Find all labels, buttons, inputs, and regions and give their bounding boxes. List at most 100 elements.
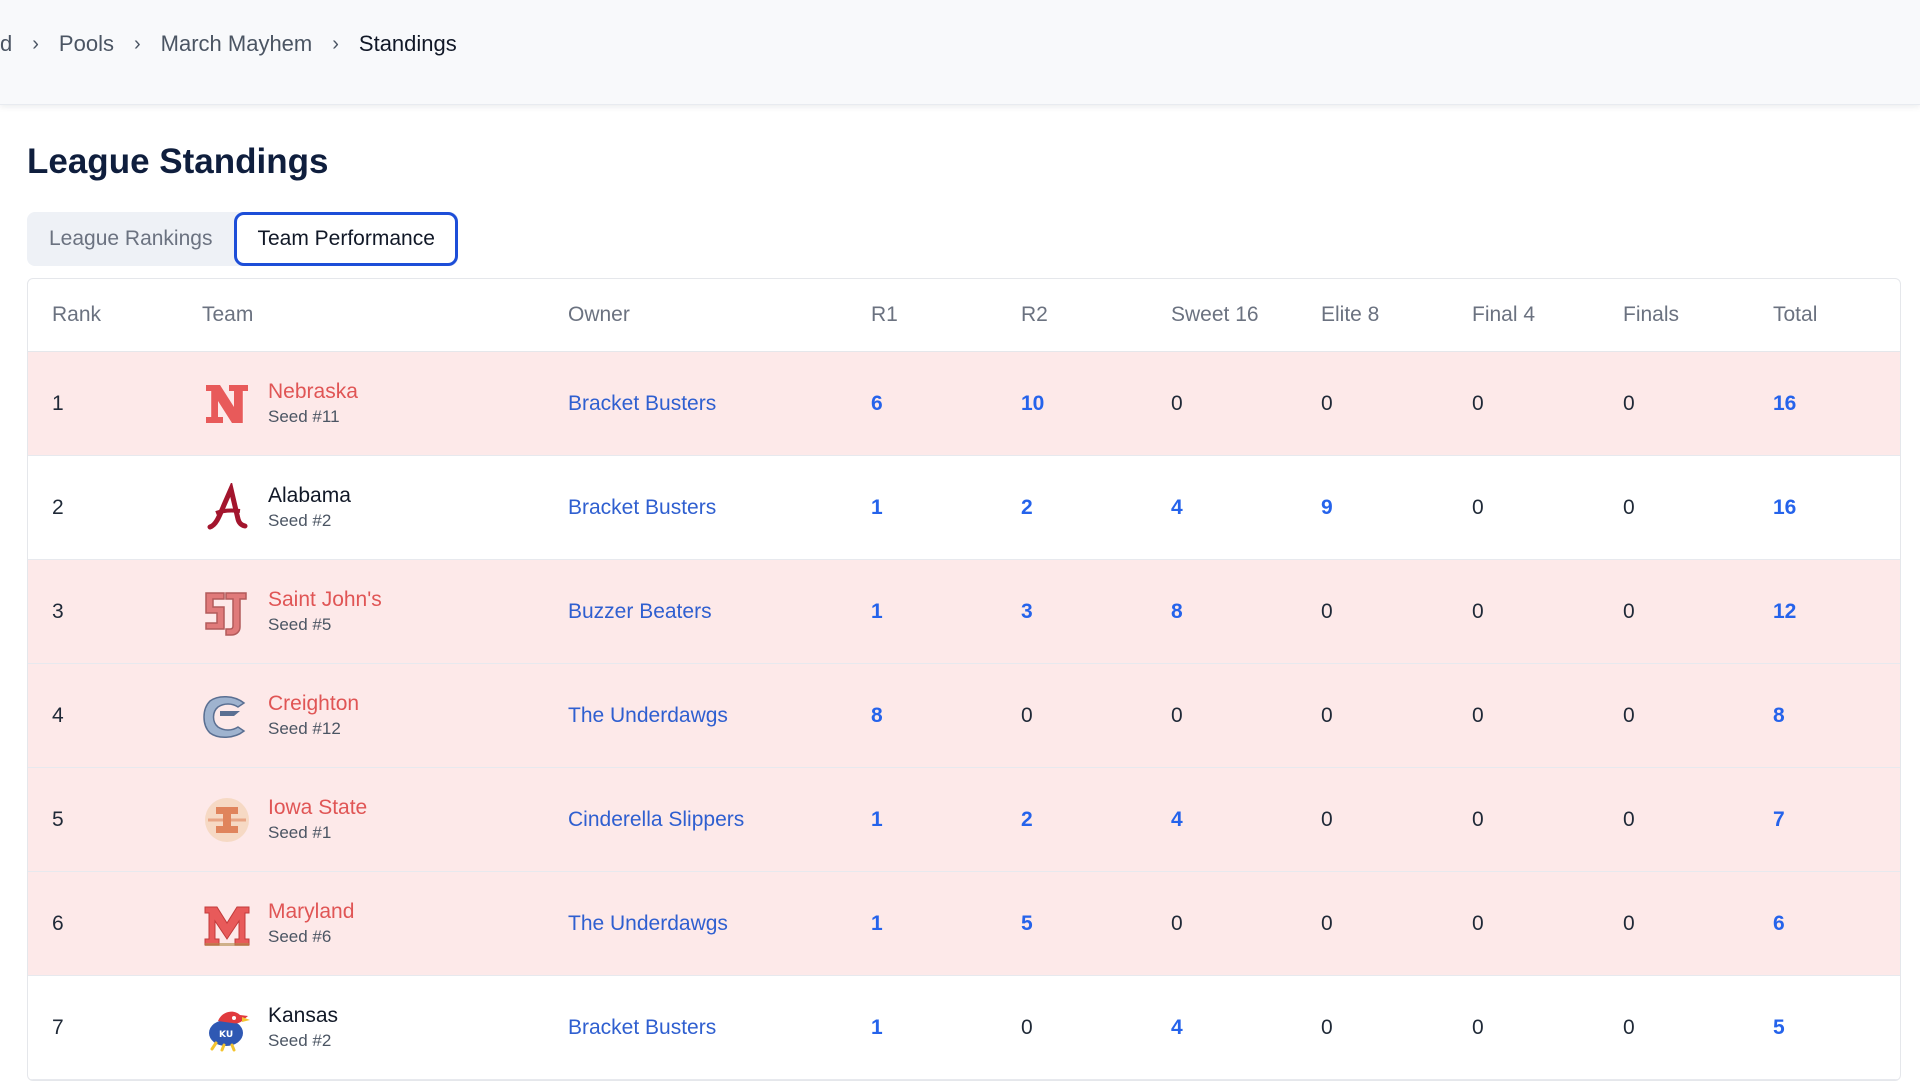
page-title: League Standings xyxy=(27,142,329,181)
breadcrumb-item-pools[interactable]: Pools xyxy=(58,31,114,56)
column-header-total[interactable]: Total xyxy=(1773,303,1818,326)
rank-cell: 4 xyxy=(52,703,64,727)
owner-link[interactable]: Cinderella Slippers xyxy=(568,807,745,831)
team-name[interactable]: Saint John's xyxy=(268,587,382,611)
r1-cell: 1 xyxy=(871,599,883,623)
creighton-bluejay-logo xyxy=(202,691,252,741)
rank-cell: 2 xyxy=(52,495,64,519)
standings-tabs: League Rankings Team Performance xyxy=(27,212,458,266)
breadcrumb-item-pool[interactable]: March Mayhem xyxy=(160,31,313,56)
final-4-cell: 0 xyxy=(1472,1015,1484,1039)
finals-cell: 0 xyxy=(1623,911,1635,935)
tab-league-rankings[interactable]: League Rankings xyxy=(49,227,213,250)
alabama-a-logo xyxy=(202,480,252,533)
owner-link[interactable]: Bracket Busters xyxy=(568,391,717,415)
r2-cell: 3 xyxy=(1021,599,1033,623)
sweet-16-cell: 8 xyxy=(1171,599,1183,623)
elite-8-cell: 0 xyxy=(1321,1015,1333,1039)
team-name[interactable]: Creighton xyxy=(268,691,360,715)
total-cell: 16 xyxy=(1773,495,1797,519)
team-name[interactable]: Alabama xyxy=(268,483,351,507)
rank-cell: 1 xyxy=(52,391,64,415)
team-cell[interactable]: Saint John's Seed #5 xyxy=(178,587,544,637)
team-seed: Seed #1 xyxy=(268,822,332,842)
sweet-16-cell: 0 xyxy=(1171,703,1183,727)
table-row[interactable]: 2 Alabama Seed #2 Bracket Busters 1 2 4 9 0 0 1… xyxy=(28,456,1900,560)
maryland-m-logo xyxy=(202,899,252,949)
sweet-16-cell: 4 xyxy=(1171,807,1183,831)
chevron-right-icon: › xyxy=(332,32,339,55)
column-header-r2[interactable]: R2 xyxy=(1021,303,1048,326)
table-row[interactable]: 5 Iowa State Seed #1 Cinderella Slippers… xyxy=(28,768,1900,872)
column-header-owner[interactable]: Owner xyxy=(568,303,630,326)
r1-cell: 1 xyxy=(871,495,883,519)
column-header-sweet-16[interactable]: Sweet 16 xyxy=(1171,303,1259,326)
team-seed: Seed #2 xyxy=(268,1030,332,1050)
column-header-rank[interactable]: Rank xyxy=(52,303,102,326)
owner-link[interactable]: Bracket Busters xyxy=(568,495,717,519)
team-name[interactable]: Iowa State xyxy=(268,795,368,819)
final-4-cell: 0 xyxy=(1472,807,1484,831)
top-bar: d › Pools › March Mayhem › Standings xyxy=(0,0,1920,105)
column-header-elite-8[interactable]: Elite 8 xyxy=(1321,303,1380,326)
r1-cell: 6 xyxy=(871,391,883,415)
team-name[interactable]: Maryland xyxy=(268,899,355,923)
chevron-right-icon: › xyxy=(133,32,141,55)
saint-johns-sj-logo xyxy=(202,587,252,637)
rank-cell: 6 xyxy=(52,911,64,935)
team-seed: Seed #2 xyxy=(268,510,332,530)
elite-8-cell: 0 xyxy=(1321,807,1333,831)
table-row[interactable]: 1 Nebraska Seed #11 Bracket Busters 6 10 0 0… xyxy=(28,352,1900,456)
column-header-team[interactable]: Team xyxy=(202,303,254,326)
owner-link[interactable]: The Underdawgs xyxy=(568,703,728,727)
team-cell[interactable]: Iowa State Seed #1 xyxy=(178,795,544,845)
total-cell: 5 xyxy=(1773,1015,1785,1039)
team-seed: Seed #11 xyxy=(268,406,340,426)
table-row[interactable]: 4 Creighton Seed #12 The Underdawgs 8 0 0 0 0… xyxy=(28,664,1900,768)
chevron-right-icon: › xyxy=(32,32,39,55)
table-row[interactable]: 6 Maryland Seed #6 The Underdawgs 1 5 0 0 0 0 6 xyxy=(28,872,1900,976)
team-name[interactable]: Kansas xyxy=(268,1003,339,1027)
sweet-16-cell: 0 xyxy=(1171,391,1183,415)
elite-8-cell: 0 xyxy=(1321,911,1333,935)
team-performance-table: Rank Team Owner R1 R2 Sweet 16 Elite 8 F… xyxy=(27,278,1901,1081)
team-seed: Seed #12 xyxy=(268,718,341,738)
finals-cell: 0 xyxy=(1623,807,1635,831)
total-cell: 12 xyxy=(1773,599,1797,623)
tab-team-performance[interactable]: Team Performance xyxy=(234,212,458,266)
table-row[interactable]: 3 Saint John's Seed #5 Buzzer Beaters 1 3 8… xyxy=(28,560,1900,664)
sweet-16-cell: 4 xyxy=(1171,495,1183,519)
total-cell: 8 xyxy=(1773,703,1785,727)
final-4-cell: 0 xyxy=(1472,599,1484,623)
column-header-finals[interactable]: Finals xyxy=(1623,303,1680,326)
r1-cell: 1 xyxy=(871,911,883,935)
team-cell[interactable]: Alabama Seed #2 xyxy=(178,480,544,533)
iowa-state-logo xyxy=(202,795,252,845)
final-4-cell: 0 xyxy=(1472,495,1484,519)
team-name[interactable]: Nebraska xyxy=(268,379,358,403)
team-cell[interactable]: Creighton Seed #12 xyxy=(178,691,544,741)
rank-cell: 3 xyxy=(52,599,64,623)
rank-cell: 5 xyxy=(52,807,64,831)
team-cell[interactable]: Nebraska Seed #11 xyxy=(178,379,544,429)
column-header-final-4[interactable]: Final 4 xyxy=(1472,303,1536,326)
breadcrumb-item-dashboard[interactable]: d xyxy=(0,31,13,56)
r2-cell: 2 xyxy=(1021,495,1033,519)
owner-link[interactable]: Buzzer Beaters xyxy=(568,599,712,623)
elite-8-cell: 0 xyxy=(1321,599,1333,623)
sweet-16-cell: 0 xyxy=(1171,911,1183,935)
table-row[interactable]: 7 KU Kansas Seed #2 Bracket Busters 1 0 4 0 0… xyxy=(28,976,1900,1080)
r1-cell: 1 xyxy=(871,807,883,831)
team-cell[interactable]: Maryland Seed #6 xyxy=(178,899,544,949)
team-seed: Seed #6 xyxy=(268,926,332,946)
rank-cell: 7 xyxy=(52,1015,64,1039)
owner-link[interactable]: Bracket Busters xyxy=(568,1015,717,1039)
total-cell: 16 xyxy=(1773,391,1797,415)
total-cell: 6 xyxy=(1773,911,1785,935)
r2-cell: 2 xyxy=(1021,807,1033,831)
r1-cell: 8 xyxy=(871,703,883,727)
team-cell[interactable]: KU Kansas Seed #2 xyxy=(178,1003,544,1053)
owner-link[interactable]: The Underdawgs xyxy=(568,911,728,935)
table-header-row: Rank Team Owner R1 R2 Sweet 16 Elite 8 F… xyxy=(28,279,1900,352)
column-header-r1[interactable]: R1 xyxy=(871,303,898,326)
